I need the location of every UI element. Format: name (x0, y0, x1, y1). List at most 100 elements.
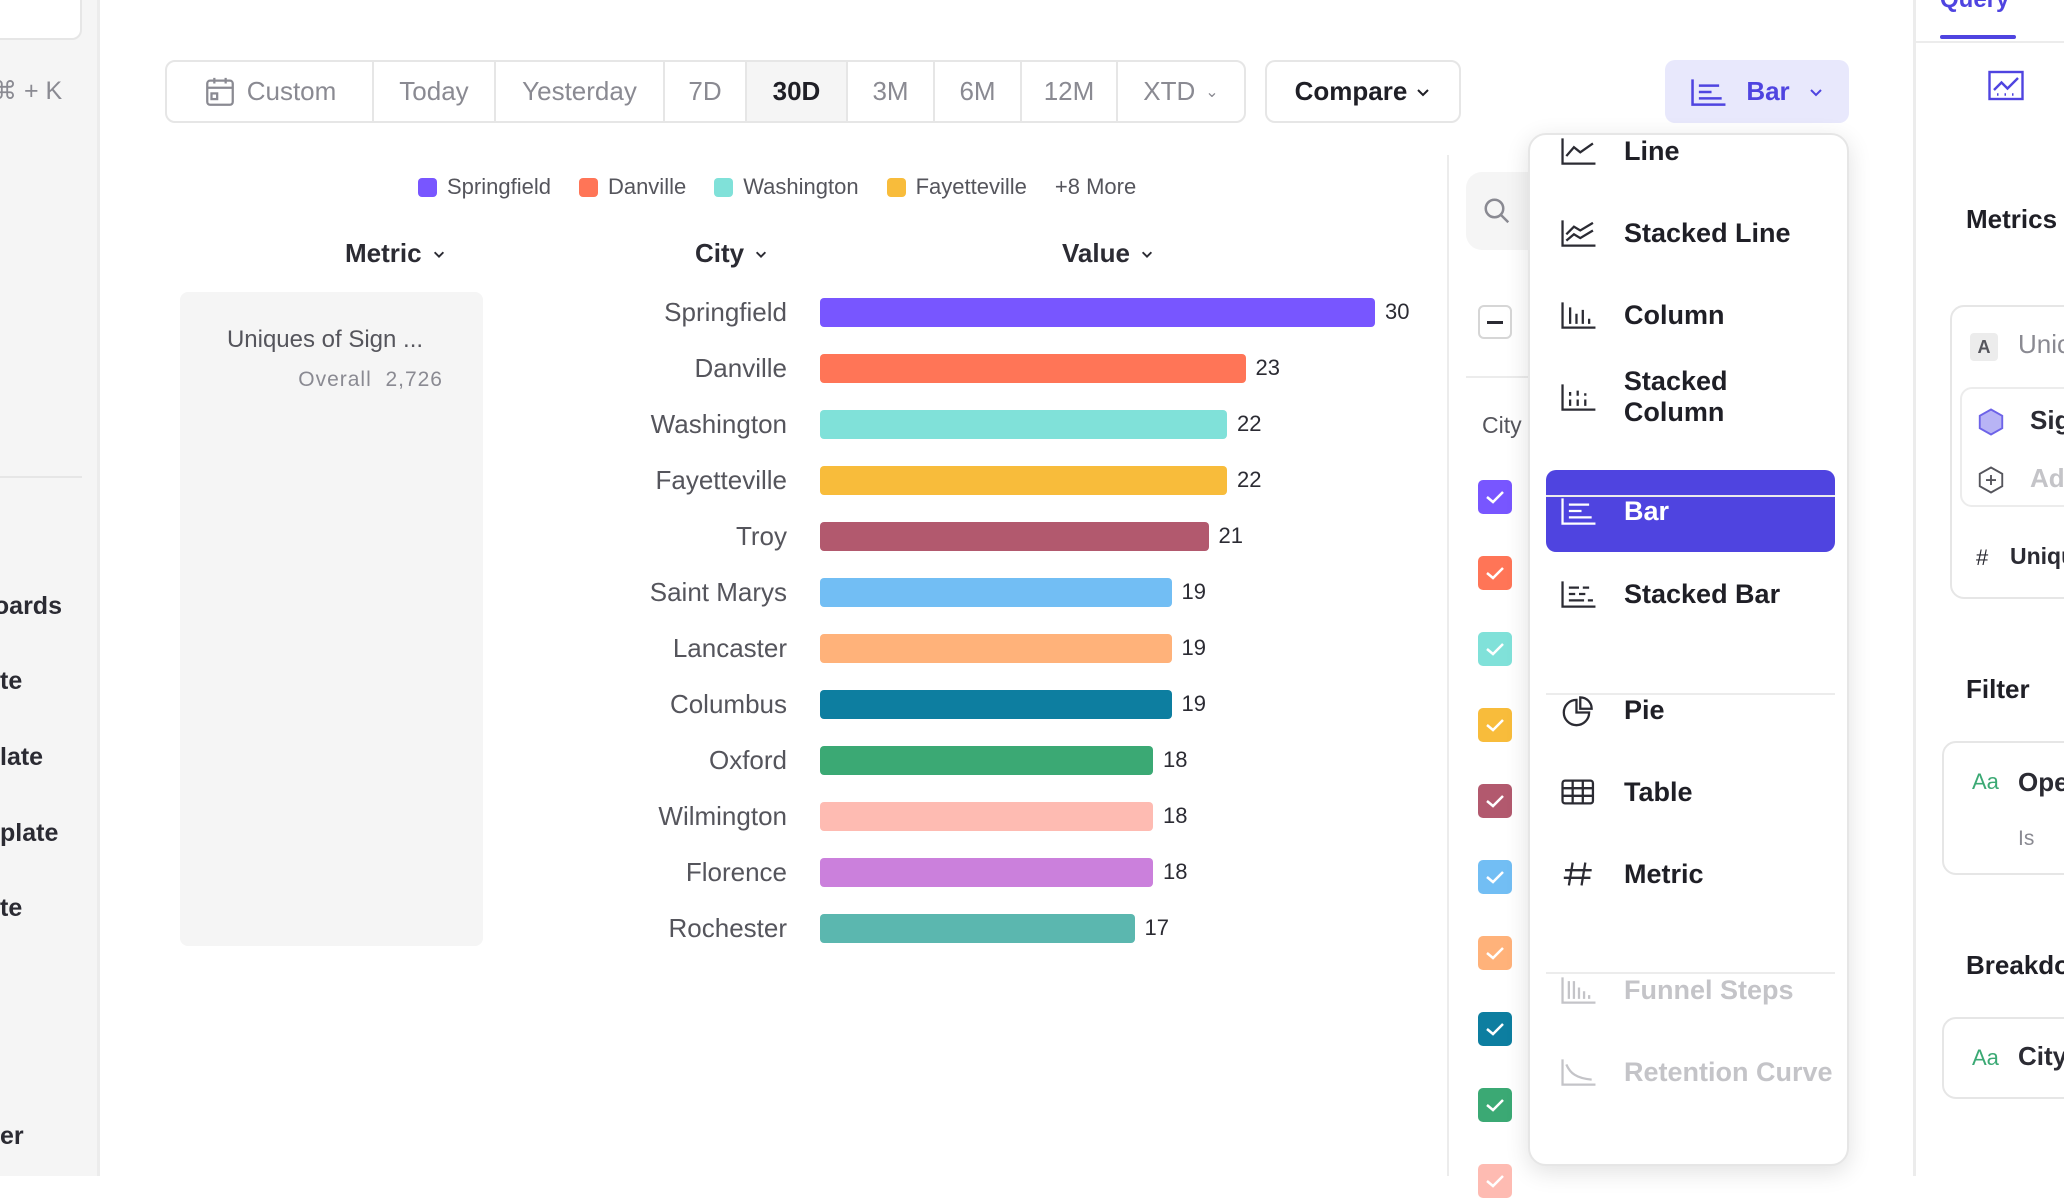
menu-item-line[interactable]: Line (1546, 110, 1835, 192)
menu-item-bar[interactable]: Bar (1546, 470, 1835, 552)
range-30d[interactable]: 30D (747, 62, 848, 121)
filter-card[interactable]: Aa Ope Is i (1942, 741, 2064, 875)
bar[interactable] (820, 466, 1227, 495)
range-today[interactable]: Today (374, 62, 496, 121)
city-checkbox[interactable] (1478, 1088, 1512, 1122)
calendar-icon (205, 77, 234, 106)
bar[interactable] (820, 410, 1227, 439)
legend-item-washington[interactable]: Washington (714, 174, 859, 200)
bar-label: Washington (650, 409, 787, 439)
bar[interactable] (820, 690, 1172, 719)
event-name[interactable]: Sig (2030, 405, 2064, 435)
metric-letter-badge: A (1970, 333, 1998, 361)
overall-label: Overall (298, 368, 372, 391)
breakdown-card[interactable]: Aa City (1942, 1017, 2064, 1099)
custom-range-button[interactable]: Custom (167, 62, 374, 121)
bar-value-label: 19 (1181, 579, 1206, 604)
bar-chart-icon (1691, 78, 1726, 106)
filter-property[interactable]: Ope (2018, 767, 2064, 797)
range-12m[interactable]: 12M (1022, 62, 1118, 121)
column-header-city[interactable]: City (695, 238, 768, 269)
sidebar-item-dashboards[interactable]: oards (0, 592, 62, 620)
metric-overall: Overall 2,726 (298, 368, 443, 392)
add-event-label[interactable]: Add (2030, 463, 2064, 493)
bar[interactable] (820, 578, 1172, 607)
check-icon (1486, 795, 1504, 808)
bar[interactable] (820, 354, 1246, 383)
breakdown-property[interactable]: City (2018, 1041, 2064, 1071)
measurement-label[interactable]: Uniqu (2010, 543, 2064, 569)
bar-label: Lancaster (672, 633, 787, 663)
metric-config-card[interactable]: A Unic Sig Add # Uniqu (1950, 305, 2064, 599)
menu-item-stacked-column[interactable]: Stacked Column (1546, 356, 1835, 438)
city-checkbox[interactable] (1478, 860, 1512, 894)
menu-item-stacked-bar[interactable]: Stacked Bar (1546, 553, 1835, 635)
legend-label: Danville (607, 174, 687, 199)
check-icon (1486, 643, 1504, 656)
range-yesterday[interactable]: Yesterday (496, 62, 665, 121)
legend-more[interactable]: +8 More (1054, 174, 1137, 199)
menu-item-table[interactable]: Table (1546, 751, 1835, 833)
column-header-metric[interactable]: Metric (345, 238, 446, 269)
chevron-down-icon (1417, 88, 1430, 96)
chart-type-button[interactable]: Bar (1665, 60, 1849, 123)
menu-item-metric[interactable]: Metric (1546, 833, 1835, 915)
bar[interactable] (820, 914, 1135, 943)
city-checkbox[interactable] (1478, 784, 1512, 818)
custom-label: Custom (246, 76, 337, 106)
string-type-icon: Aa (1972, 769, 1999, 794)
metric-name[interactable]: Unic (2018, 329, 2064, 359)
add-icon[interactable] (1976, 465, 2006, 495)
menu-item-label: Line (1624, 135, 1680, 166)
menu-item-label: Retention Curve (1624, 1056, 1833, 1087)
sidebar-item-template[interactable]: plate (0, 819, 59, 847)
city-checkbox[interactable] (1478, 936, 1512, 970)
compare-label: Compare (1294, 76, 1408, 106)
sidebar-item-6[interactable]: er (0, 1122, 24, 1150)
range-7d[interactable]: 7D (665, 62, 747, 121)
bar[interactable] (820, 634, 1172, 663)
chevron-down-icon (756, 251, 767, 258)
column-header-label: Metric (345, 238, 422, 268)
bar[interactable] (820, 802, 1153, 831)
sidebar-item-3[interactable]: late (0, 743, 44, 771)
city-checkbox[interactable] (1478, 556, 1512, 590)
city-checkbox[interactable] (1478, 708, 1512, 742)
legend-item-danville[interactable]: Danville (578, 174, 687, 200)
insights-chart-icon[interactable] (1988, 70, 2024, 104)
bar[interactable] (820, 522, 1209, 551)
chevron-down-icon (433, 251, 444, 258)
tab-query[interactable]: Query (1940, 0, 2009, 14)
filter-operator[interactable]: Is (2018, 827, 2035, 850)
menu-item-pie[interactable]: Pie (1546, 669, 1835, 751)
search-shortcut: ⌘ + K (0, 77, 63, 105)
sidebar-search-box[interactable] (0, 0, 82, 40)
city-checkbox[interactable] (1478, 1012, 1512, 1046)
city-checkbox[interactable] (1478, 480, 1512, 514)
bar[interactable] (820, 298, 1375, 327)
bar-label: Saint Marys (649, 577, 787, 607)
legend-item-springfield[interactable]: Springfield (418, 174, 551, 200)
compare-button[interactable]: Compare (1265, 60, 1461, 123)
metric-card[interactable]: Uniques of Sign ... Overall 2,726 (180, 292, 483, 946)
city-checkbox[interactable] (1478, 632, 1512, 666)
hash-icon (1563, 862, 1592, 886)
bar-value-label: 18 (1163, 859, 1188, 884)
range-3m[interactable]: 3M (848, 62, 935, 121)
column-header-value[interactable]: Value (1062, 238, 1154, 269)
city-checkbox[interactable] (1478, 1164, 1512, 1198)
sidebar-item-2[interactable]: te (0, 667, 23, 695)
menu-item-column[interactable]: Column (1546, 274, 1835, 356)
bar-label: Rochester (668, 913, 788, 943)
range-xtd[interactable]: XTD ⌄ (1118, 62, 1244, 121)
menu-item-stacked-line[interactable]: Stacked Line (1546, 192, 1835, 274)
bar[interactable] (820, 746, 1153, 775)
sidebar-divider (0, 476, 82, 478)
sidebar-item-5[interactable]: te (0, 894, 23, 922)
filter-column-label: City (1482, 412, 1522, 438)
bar[interactable] (820, 858, 1153, 887)
filter-heading: Filter (1966, 674, 2030, 704)
legend-item-fayetteville[interactable]: Fayetteville (886, 174, 1027, 200)
range-6m[interactable]: 6M (935, 62, 1022, 121)
select-all-checkbox[interactable] (1478, 305, 1512, 339)
